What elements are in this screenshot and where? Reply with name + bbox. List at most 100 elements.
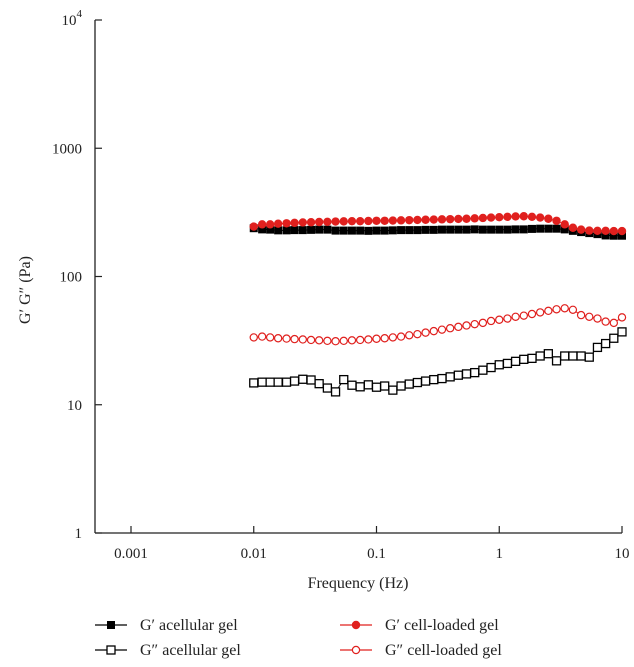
data-point: [568, 223, 578, 232]
data-point: [273, 377, 283, 387]
data-point: [364, 226, 373, 235]
data-point: [274, 226, 283, 235]
data-point: [478, 365, 488, 375]
data-point: [446, 225, 455, 234]
data-point: [502, 358, 513, 369]
data-point: [592, 342, 603, 353]
data-point: [281, 377, 292, 387]
data-point: [364, 335, 373, 344]
x-tick-label: 0.001: [114, 546, 148, 562]
data-point: [355, 335, 365, 345]
data-point: [453, 370, 463, 380]
data-point: [323, 217, 332, 226]
data-point: [576, 310, 586, 320]
y-top-tick-base: 10: [62, 13, 77, 29]
data-point: [601, 226, 610, 236]
series-line: [253, 307, 623, 342]
data-point: [388, 333, 398, 342]
data-point: [535, 351, 545, 361]
data-point: [593, 226, 602, 236]
data-point: [405, 331, 414, 340]
data-point: [454, 214, 463, 224]
data-point: [331, 226, 340, 235]
y-top-tick-label: 104: [62, 8, 83, 29]
data-point: [380, 216, 389, 225]
data-point: [478, 225, 487, 234]
data-point: [420, 376, 431, 386]
y-axis-label: G′ G″ (Pa): [17, 256, 34, 324]
data-point: [495, 212, 504, 222]
legend-item: G′ cell-loaded gel: [340, 617, 499, 634]
data-point: [363, 380, 373, 390]
data-point: [535, 308, 545, 317]
data-point: [405, 226, 414, 235]
data-point: [249, 222, 258, 231]
data-point: [258, 225, 267, 234]
data-point: [536, 224, 545, 233]
data-point: [289, 376, 300, 386]
data-point: [511, 312, 520, 322]
data-point: [298, 226, 307, 235]
data-point: [298, 218, 308, 227]
data-point: [437, 325, 447, 334]
data-point: [306, 218, 316, 227]
data-point: [249, 378, 259, 388]
data-point: [290, 334, 299, 344]
data-point: [282, 219, 291, 228]
data-point: [511, 212, 520, 221]
data-point: [298, 335, 308, 344]
legend-label: G′ cell-loaded gel: [385, 617, 499, 634]
x-axis-label: Frequency (Hz): [308, 575, 409, 592]
data-point: [282, 226, 291, 235]
data-point: [413, 329, 422, 339]
legend-label: G″ acellular gel: [140, 642, 241, 659]
data-point: [470, 319, 479, 329]
data-point: [322, 383, 333, 393]
data-point: [355, 382, 365, 392]
data-point: [421, 225, 430, 234]
data-point: [265, 377, 275, 387]
data-point: [306, 375, 316, 385]
legend-marker: [351, 645, 361, 655]
legend-item: G″ acellular gel: [95, 642, 241, 659]
data-point: [478, 213, 488, 223]
series-line: [253, 227, 622, 237]
data-point: [519, 212, 529, 221]
data-point: [356, 226, 365, 235]
y-tick-label: 100: [60, 270, 83, 286]
data-point: [372, 334, 381, 343]
data-point: [510, 356, 521, 366]
data-point: [314, 379, 324, 389]
x-ticks: 0.001 0.01 0.1 1 10: [114, 526, 630, 562]
data-point: [527, 212, 537, 222]
data-point: [372, 226, 381, 235]
data-point: [544, 306, 553, 316]
data-point: [249, 333, 258, 342]
data-point: [396, 216, 406, 225]
data-point: [462, 225, 471, 234]
data-point: [535, 213, 545, 222]
data-point: [347, 336, 357, 345]
data-point: [421, 215, 430, 224]
data-point: [470, 367, 480, 378]
data-point: [290, 226, 299, 235]
data-point: [331, 217, 340, 226]
data-point: [413, 226, 422, 235]
data-point: [568, 351, 578, 361]
data-point: [487, 225, 496, 234]
data-point: [339, 226, 348, 235]
data-point: [470, 225, 479, 234]
data-point: [323, 336, 332, 346]
data-point: [396, 332, 406, 341]
legend-marker: [107, 621, 115, 629]
data-point: [257, 332, 267, 341]
data-point: [503, 212, 512, 222]
data-point: [470, 214, 479, 223]
data-point: [609, 333, 619, 343]
data-point: [265, 220, 275, 229]
data-point: [576, 225, 586, 234]
data-point: [404, 379, 414, 389]
data-point: [307, 225, 316, 234]
series-layer: [249, 212, 627, 397]
x-tick-label: 1: [496, 546, 504, 562]
